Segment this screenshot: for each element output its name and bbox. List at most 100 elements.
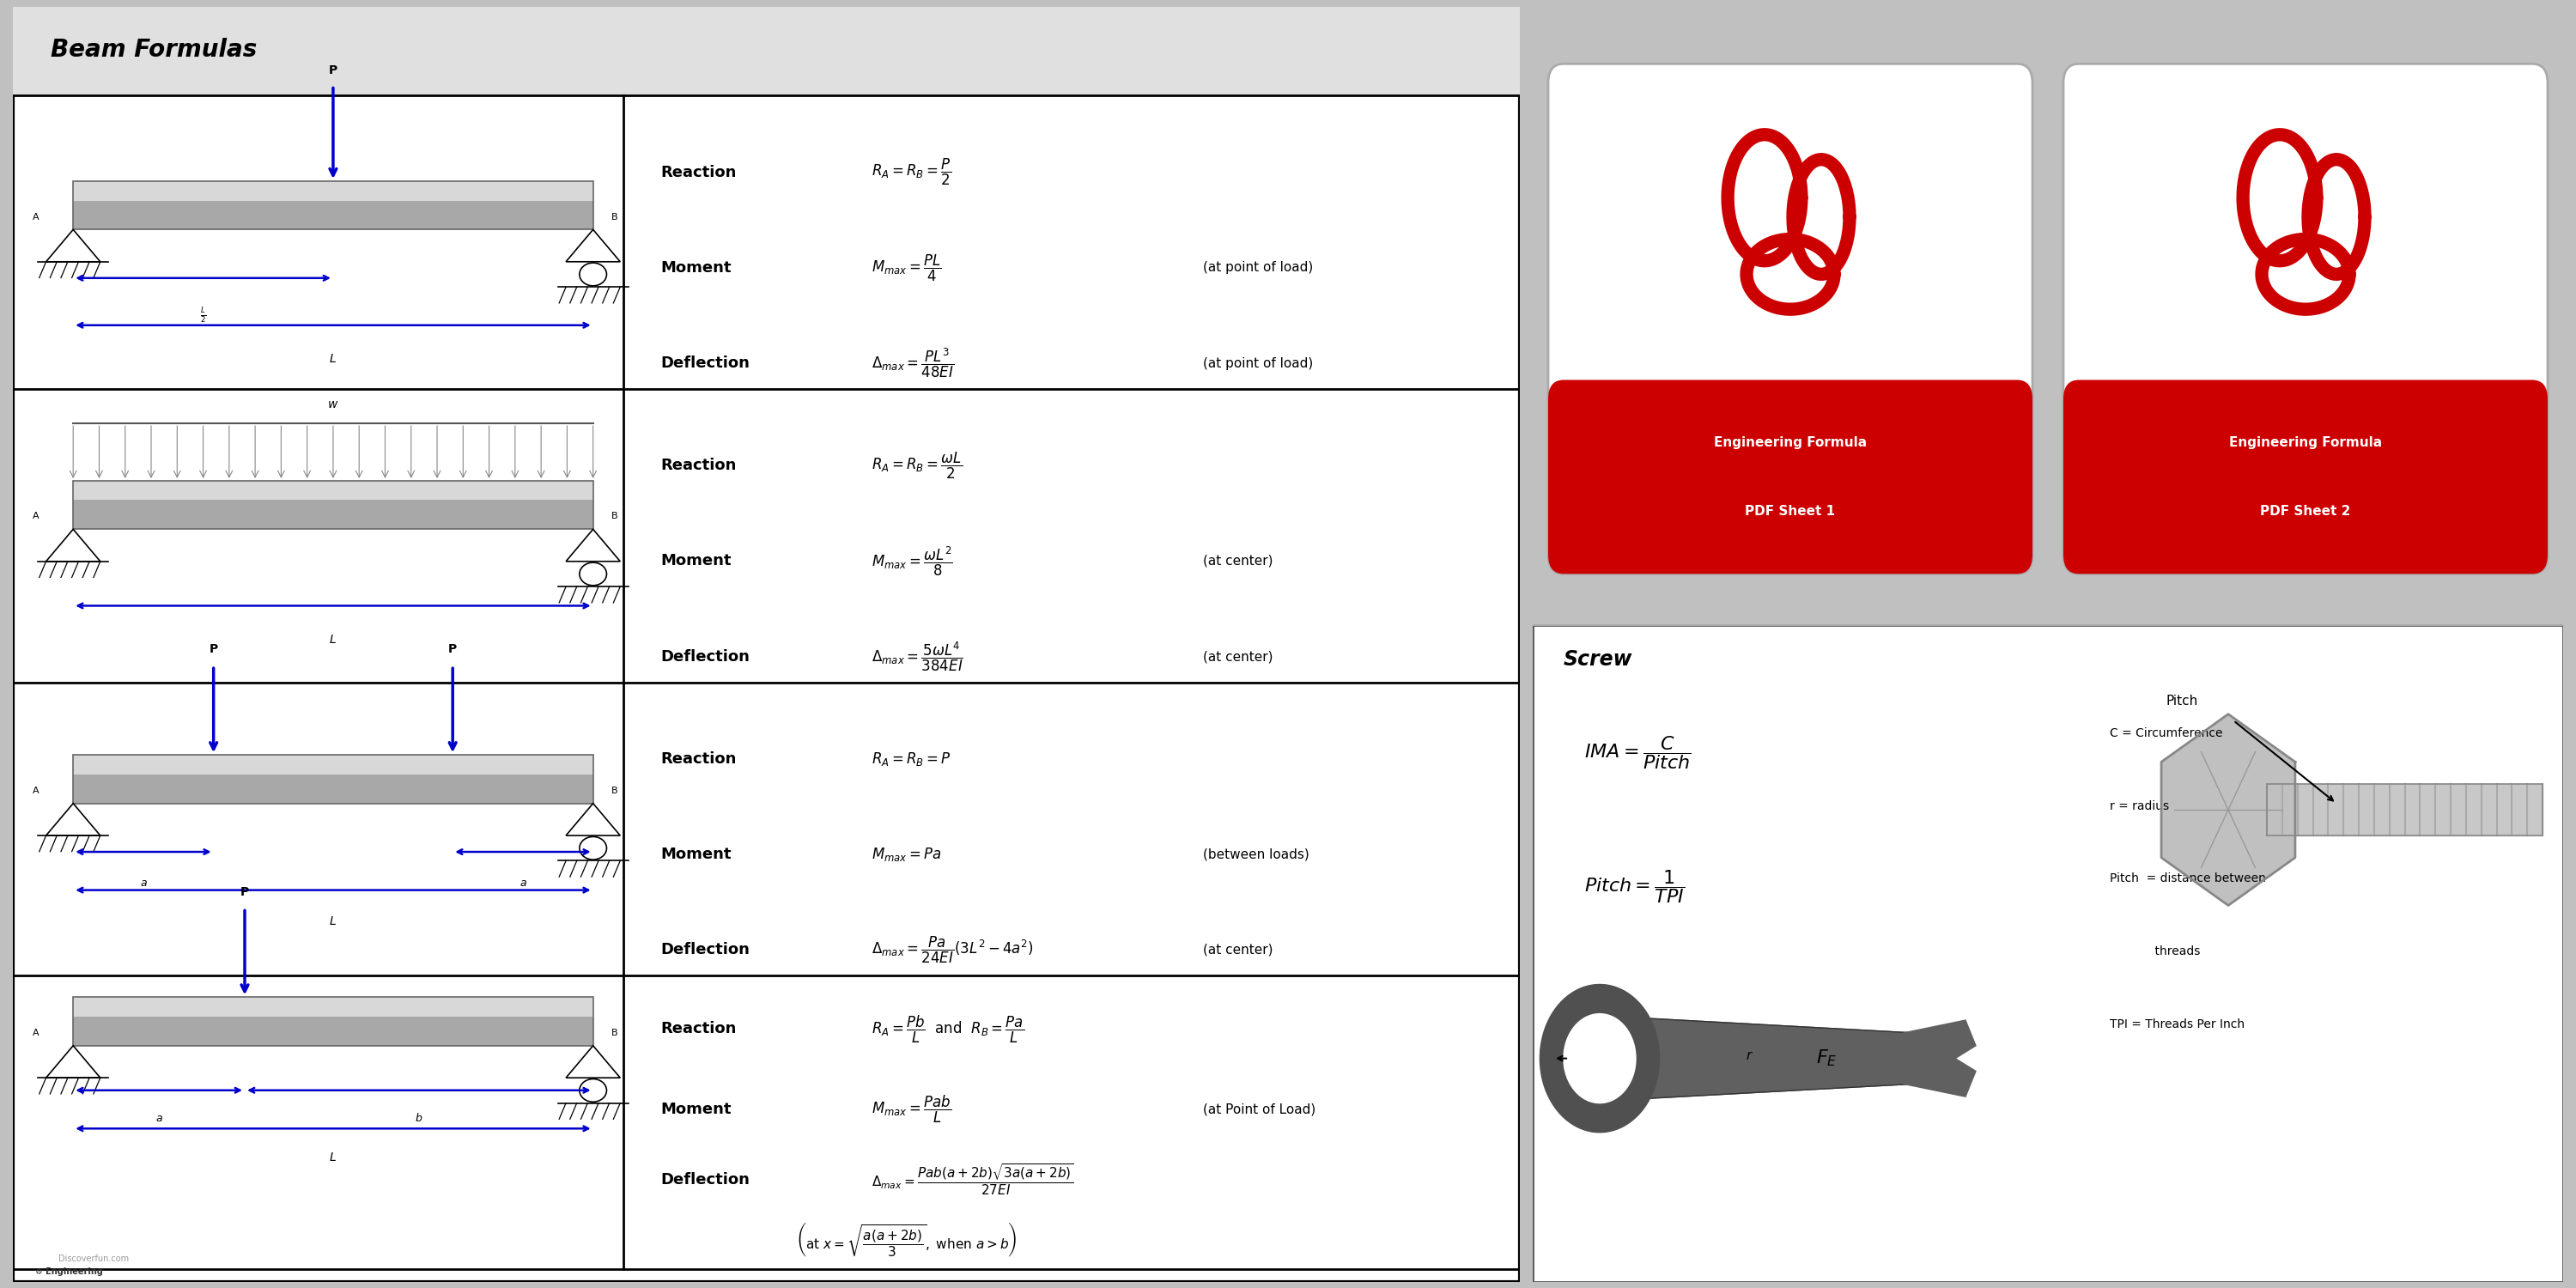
Text: $M_{max} = \dfrac{\omega L^2}{8}$: $M_{max} = \dfrac{\omega L^2}{8}$	[871, 545, 953, 577]
Text: $\Delta_{max} = \dfrac{Pa}{24EI}(3L^2 - 4a^2)$: $\Delta_{max} = \dfrac{Pa}{24EI}(3L^2 - …	[871, 935, 1033, 965]
Bar	[72, 997, 592, 1046]
Text: r: r	[1747, 1050, 1752, 1063]
Circle shape	[580, 837, 605, 859]
Text: (at point of load): (at point of load)	[1203, 261, 1314, 274]
Text: w: w	[327, 398, 337, 411]
Text: (at center): (at center)	[1203, 555, 1273, 568]
Text: Reaction: Reaction	[662, 165, 737, 180]
Text: Moment: Moment	[662, 260, 732, 276]
Text: Screw: Screw	[1564, 649, 1633, 670]
Text: Discoverfun.com: Discoverfun.com	[59, 1255, 129, 1264]
Text: $\Delta_{max} = \dfrac{Pab(a+2b)\sqrt{3a(a+2b)}}{27EI}$: $\Delta_{max} = \dfrac{Pab(a+2b)\sqrt{3a…	[871, 1162, 1074, 1197]
Text: a: a	[520, 877, 526, 889]
Text: $R_A = R_B = \dfrac{P}{2}$: $R_A = R_B = \dfrac{P}{2}$	[871, 157, 953, 187]
Text: Moment: Moment	[662, 846, 732, 862]
Text: PDF Sheet 1: PDF Sheet 1	[1744, 505, 1837, 518]
Text: b: b	[415, 1113, 422, 1124]
Polygon shape	[1564, 1014, 1914, 1103]
Text: A: A	[33, 513, 39, 520]
Text: C = Circumference: C = Circumference	[2110, 728, 2223, 739]
Text: $\frac{L}{2}$: $\frac{L}{2}$	[201, 307, 206, 325]
Bar	[72, 1016, 592, 1046]
Bar	[72, 997, 592, 1016]
Text: a: a	[155, 1113, 162, 1124]
Text: Reaction: Reaction	[662, 751, 737, 766]
Text: Pitch  = distance between: Pitch = distance between	[2110, 872, 2267, 885]
Polygon shape	[1564, 1014, 1636, 1103]
Text: TPI = Threads Per Inch: TPI = Threads Per Inch	[2110, 1018, 2244, 1030]
Text: A: A	[33, 787, 39, 795]
Text: (between loads): (between loads)	[1203, 848, 1309, 860]
Text: A: A	[33, 1029, 39, 1037]
Polygon shape	[46, 529, 100, 562]
Polygon shape	[1540, 984, 1659, 1132]
FancyBboxPatch shape	[1548, 380, 2032, 574]
Text: B: B	[611, 213, 618, 222]
Text: $R_A = \dfrac{Pb}{L}$  and  $R_B = \dfrac{Pa}{L}$: $R_A = \dfrac{Pb}{L}$ and $R_B = \dfrac{…	[871, 1014, 1025, 1045]
Text: $M_{max} = Pa$: $M_{max} = Pa$	[871, 846, 943, 863]
Text: B: B	[611, 787, 618, 795]
Bar	[1533, 625, 2563, 1282]
Bar	[72, 755, 592, 774]
Bar	[1564, 399, 2017, 492]
Bar	[72, 755, 592, 804]
Text: P: P	[330, 64, 337, 76]
Text: $Pitch = \dfrac{1}{TPI}$: $Pitch = \dfrac{1}{TPI}$	[1584, 868, 1685, 904]
Polygon shape	[46, 804, 100, 836]
Polygon shape	[2161, 714, 2295, 905]
Text: r = radius: r = radius	[2110, 800, 2169, 811]
Text: $L$: $L$	[330, 353, 337, 366]
Polygon shape	[567, 229, 621, 261]
Text: L: L	[330, 916, 337, 927]
Polygon shape	[46, 1046, 100, 1078]
Bar	[72, 774, 592, 804]
Bar	[72, 182, 592, 229]
Text: (at Point of Load): (at Point of Load)	[1203, 1103, 1316, 1115]
Text: (at point of load): (at point of load)	[1203, 357, 1314, 370]
Text: a: a	[139, 877, 147, 889]
Polygon shape	[567, 529, 621, 562]
Text: B: B	[611, 513, 618, 520]
Bar	[13, 6, 1520, 95]
Text: Engineering Formula: Engineering Formula	[1713, 437, 1868, 450]
Polygon shape	[1904, 1020, 1976, 1096]
Text: L: L	[330, 1151, 337, 1163]
Text: Reaction: Reaction	[662, 457, 737, 473]
Text: Pitch: Pitch	[2166, 696, 2197, 708]
FancyBboxPatch shape	[1548, 64, 2032, 574]
Polygon shape	[567, 804, 621, 836]
Text: $\Delta_{max} = \dfrac{5\omega L^4}{384EI}$: $\Delta_{max} = \dfrac{5\omega L^4}{384E…	[871, 640, 963, 674]
Text: PDF Sheet 2: PDF Sheet 2	[2259, 505, 2352, 518]
Text: Reaction: Reaction	[662, 1021, 737, 1037]
Text: $R_A = R_B = \dfrac{\omega L}{2}$: $R_A = R_B = \dfrac{\omega L}{2}$	[871, 451, 963, 480]
Text: $\left(\mathrm{at}\ x = \sqrt{\dfrac{a(a+2b)}{3}},\ \mathrm{when}\ a > b\right)$: $\left(\mathrm{at}\ x = \sqrt{\dfrac{a(a…	[796, 1220, 1018, 1258]
Text: $F_E$: $F_E$	[1816, 1048, 1837, 1069]
Text: A: A	[33, 213, 39, 222]
Text: $\Delta_{max} = \dfrac{PL^3}{48EI}$: $\Delta_{max} = \dfrac{PL^3}{48EI}$	[871, 346, 956, 380]
Text: Deflection: Deflection	[662, 649, 750, 665]
Polygon shape	[2267, 784, 2543, 836]
FancyBboxPatch shape	[2063, 64, 2548, 574]
Text: ⚙ Engineering: ⚙ Engineering	[36, 1267, 103, 1275]
Circle shape	[580, 1079, 605, 1103]
Text: (at center): (at center)	[1203, 650, 1273, 663]
Text: Engineering Formula: Engineering Formula	[2228, 437, 2383, 450]
Bar	[2079, 399, 2532, 492]
Bar	[72, 500, 592, 529]
Text: Deflection: Deflection	[662, 1172, 750, 1188]
Text: P: P	[209, 644, 219, 656]
Bar	[72, 480, 592, 529]
Text: $IMA = \dfrac{C}{Pitch}$: $IMA = \dfrac{C}{Pitch}$	[1584, 734, 1692, 770]
FancyBboxPatch shape	[2063, 380, 2548, 574]
Text: Deflection: Deflection	[662, 943, 750, 958]
Text: P: P	[448, 644, 456, 656]
Bar	[72, 182, 592, 201]
Polygon shape	[46, 229, 100, 261]
Text: $L$: $L$	[330, 634, 337, 645]
Bar	[72, 480, 592, 500]
Text: Deflection: Deflection	[662, 355, 750, 371]
Text: $R_A = R_B = P$: $R_A = R_B = P$	[871, 750, 951, 768]
Text: B: B	[611, 1029, 618, 1037]
Polygon shape	[567, 1046, 621, 1078]
Text: P: P	[240, 886, 250, 898]
